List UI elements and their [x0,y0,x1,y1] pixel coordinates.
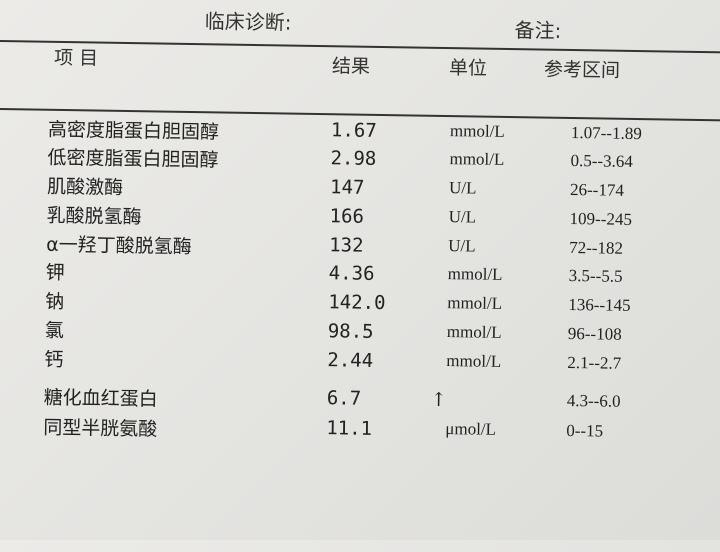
reference-range: 109--245 [569,208,633,229]
abnormal-flag: ↑ [430,388,447,412]
reference-range: 2.1--2.7 [567,352,622,373]
item-name: 糖化血红蛋白 [43,386,158,411]
item-name: 氯 [44,319,64,343]
item-name: α一羟丁酸脱氢酶 [45,233,192,259]
column-range: 参考区间 [543,58,621,82]
reference-range: 1.07--1.89 [570,122,642,144]
reference-range: 26--174 [569,179,625,200]
reference-range: 96--108 [567,323,622,344]
result-value: 2.44 [327,349,374,372]
unit-value: mmol/L [447,293,503,313]
item-name: 钾 [45,261,65,285]
unit-value: μmol/L [445,419,497,439]
result-value: 2.98 [330,147,377,170]
column-result: 结果 [331,55,371,78]
unit-value: U/L [448,236,476,256]
result-value: 147 [329,176,365,199]
reference-range: 3.5--5.5 [568,265,623,286]
unit-value: U/L [448,207,477,227]
reference-range: 0--15 [566,420,604,441]
diagnosis-label: 临床诊断: [204,9,292,35]
item-name: 乳酸脱氢酶 [46,204,142,229]
result-value: 1.67 [330,119,377,142]
reference-range: 72--182 [569,237,624,258]
item-name: 低密度脂蛋白胆固醇 [47,146,219,172]
result-value: 142.0 [328,291,386,315]
result-value: 11.1 [326,417,373,440]
column-unit: 单位 [448,57,488,80]
result-value: 166 [329,205,365,228]
unit-value: mmol/L [447,264,503,284]
item-name: 肌酸激酶 [46,175,124,199]
unit-value: mmol/L [449,149,505,169]
column-item: 项 目 [53,46,99,70]
result-value: 132 [329,234,364,257]
result-value: 6.7 [326,387,362,410]
item-name: 钠 [45,290,65,314]
unit-value: mmol/L [449,121,505,141]
item-name: 同型半胱氨酸 [43,416,158,441]
reference-range: 4.3--6.0 [566,390,621,411]
unit-value: U/L [448,178,477,198]
result-value: 4.36 [328,262,375,285]
reference-range: 136--145 [568,294,631,315]
results-table: 高密度脂蛋白胆固醇 1.67 mmol/L 1.07--1.89 低密度脂蛋白胆固醇 2.… [0,0,720,441]
result-value: 98.5 [327,320,374,343]
unit-value: mmol/L [446,322,502,342]
reference-range: 0.5--3.64 [570,150,634,171]
item-name: 钙 [44,348,64,372]
remark-label: 备注: [514,18,562,43]
unit-value: mmol/L [446,351,502,371]
item-name: 高密度脂蛋白胆固醇 [47,118,220,144]
